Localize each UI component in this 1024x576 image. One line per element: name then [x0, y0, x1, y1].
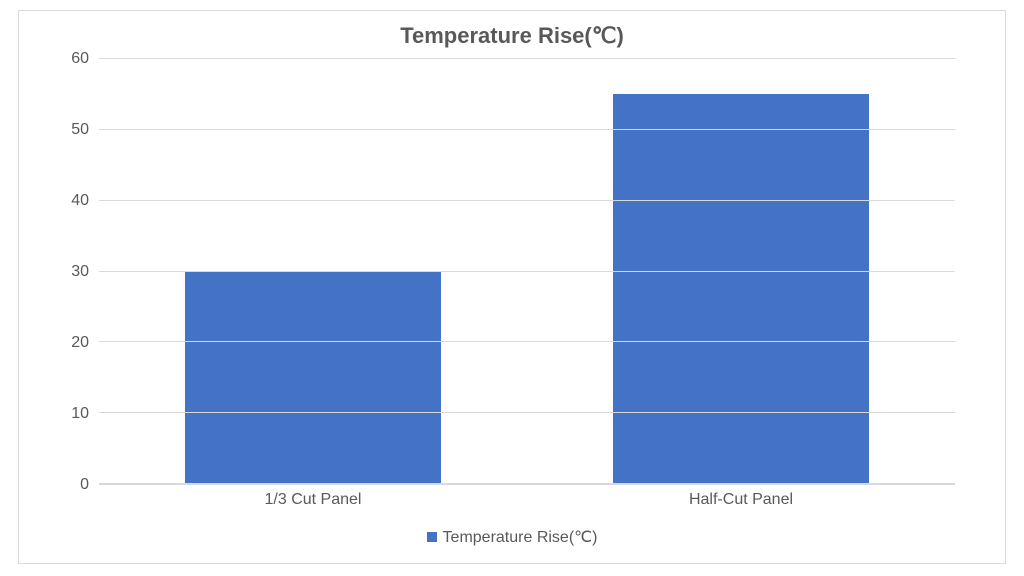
gridline: [99, 129, 955, 130]
y-axis: 0102030405060: [37, 59, 99, 485]
x-tick-label: Half-Cut Panel: [689, 491, 793, 509]
x-tick-label: 1/3 Cut Panel: [265, 491, 362, 509]
chart-title: Temperature Rise(℃): [400, 23, 624, 49]
gridline: [99, 412, 955, 413]
gridline: [99, 58, 955, 59]
legend-label: Temperature Rise(℃): [443, 527, 598, 547]
legend: Temperature Rise(℃): [427, 527, 598, 547]
bar: [185, 272, 442, 485]
gridline: [99, 271, 955, 272]
plot-area: [99, 59, 955, 485]
x-axis-row: 1/3 Cut Panel Half-Cut Panel: [19, 485, 1005, 527]
x-axis: 1/3 Cut Panel Half-Cut Panel: [99, 491, 955, 513]
plot-row: 0102030405060: [19, 55, 1005, 485]
page: Temperature Rise(℃) 0102030405060 1/3 Cu…: [0, 0, 1024, 576]
bars-layer: [99, 59, 955, 484]
gridline: [99, 200, 955, 201]
gridline: [99, 341, 955, 342]
bar: [613, 94, 870, 484]
gridline: [99, 483, 955, 484]
x-axis-spacer: [37, 491, 99, 513]
legend-swatch-icon: [427, 532, 437, 542]
legend-row: Temperature Rise(℃): [19, 527, 1005, 563]
title-row: Temperature Rise(℃): [19, 11, 1005, 55]
chart-container: Temperature Rise(℃) 0102030405060 1/3 Cu…: [18, 10, 1006, 564]
